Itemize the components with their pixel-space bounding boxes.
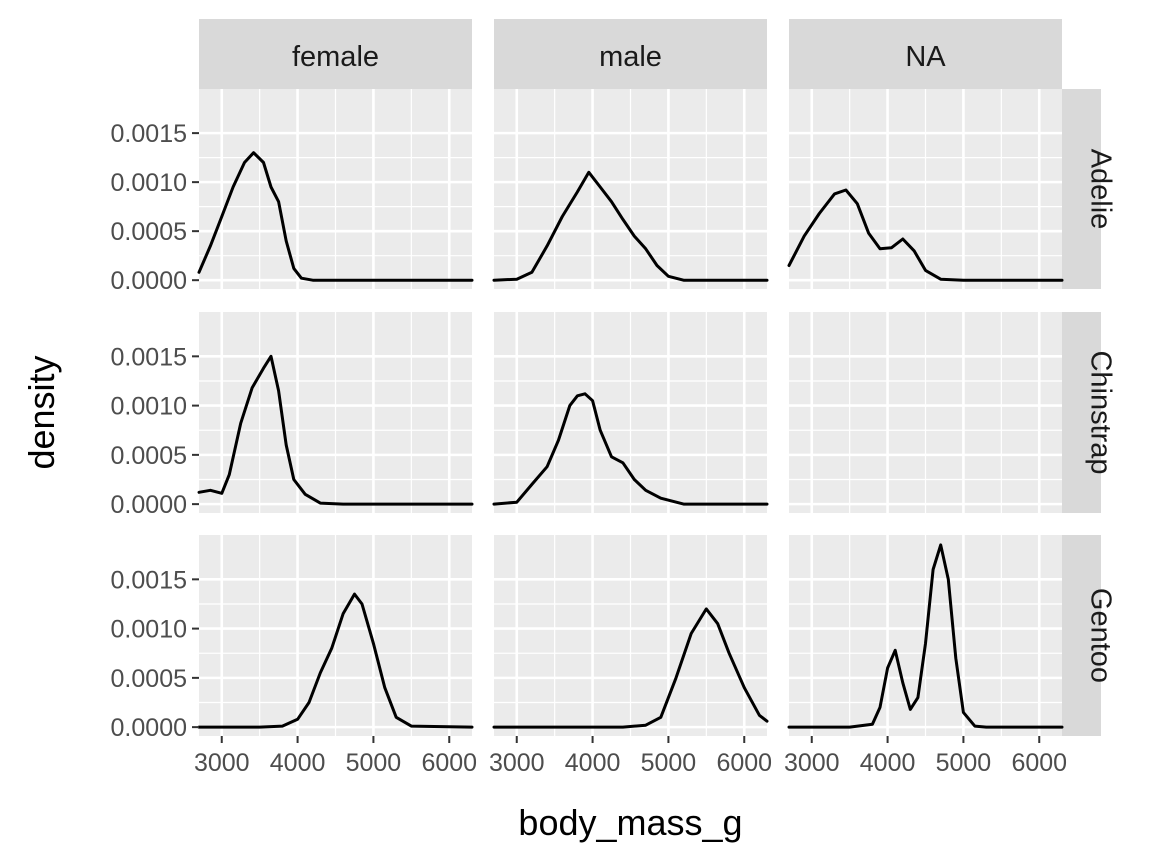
density-line: [197, 354, 474, 506]
strip-top-male: male: [494, 19, 767, 89]
y-tick-label: 0.0005: [111, 665, 187, 693]
x-axis-male: 3000 4000 5000 6000: [489, 736, 772, 777]
panel-female-chinstrap: [197, 312, 474, 513]
panel-na-chinstrap: [789, 312, 1062, 513]
y-tick-label: 0.0015: [111, 566, 187, 594]
strip-right-chinstrap: Chinstrap: [1062, 312, 1117, 513]
y-tick-label: 0.0015: [111, 343, 187, 371]
y-tick-label: 0.0010: [111, 169, 187, 197]
y-axis-gentoo: 0.0000 0.0005 0.0010 0.0015: [111, 566, 199, 742]
x-tick-label: 4000: [860, 749, 916, 777]
density-line: [787, 188, 1064, 282]
y-tick-label: 0.0015: [111, 120, 187, 148]
x-tick-label: 6000: [1011, 749, 1067, 777]
x-tick-label: 3000: [194, 749, 250, 777]
panel-na-adelie: [787, 89, 1064, 289]
x-axis-title: body_mass_g: [518, 802, 742, 843]
strip-label: female: [292, 41, 379, 73]
y-tick-label: 0.0000: [111, 267, 187, 295]
strip-top-female: female: [199, 19, 472, 89]
strip-background: [1062, 89, 1101, 289]
x-tick-label: 4000: [565, 749, 621, 777]
density-line: [492, 607, 769, 729]
x-tick-label: 3000: [784, 749, 840, 777]
y-tick-label: 0.0005: [111, 218, 187, 246]
panel-male-chinstrap: [492, 312, 769, 513]
x-axis-female: 3000 4000 5000 6000: [194, 736, 477, 777]
density-line: [787, 543, 1064, 729]
strip-background: [1062, 535, 1101, 736]
strip-label: NA: [905, 41, 946, 73]
y-axis-title: density: [21, 355, 62, 469]
density-line: [492, 392, 769, 506]
x-tick-label: 6000: [716, 749, 772, 777]
y-tick-label: 0.0000: [111, 714, 187, 742]
density-line: [197, 592, 474, 729]
panel-na-gentoo: [787, 535, 1064, 736]
strip-label: Chinstrap: [1085, 350, 1117, 474]
y-tick-label: 0.0010: [111, 616, 187, 644]
x-tick-label: 5000: [346, 749, 402, 777]
y-tick-label: 0.0000: [111, 491, 187, 519]
panel-male-adelie: [492, 89, 769, 289]
density-line: [197, 151, 474, 282]
density-line: [492, 170, 769, 282]
x-tick-label: 6000: [421, 749, 477, 777]
strip-background: [199, 19, 472, 89]
panel-female-gentoo: [197, 535, 474, 736]
x-tick-label: 4000: [270, 749, 326, 777]
x-tick-label: 5000: [936, 749, 992, 777]
strip-background: [494, 19, 767, 89]
x-tick-label: 3000: [489, 749, 545, 777]
panel-male-gentoo: [492, 535, 769, 736]
y-axis-adelie: 0.0000 0.0005 0.0010 0.0015: [111, 120, 199, 295]
strip-background: [1062, 312, 1101, 513]
x-axis-na: 3000 4000 5000 6000: [784, 736, 1067, 777]
y-tick-label: 0.0005: [111, 442, 187, 470]
strip-top-na: NA: [789, 19, 1062, 89]
strip-right-gentoo: Gentoo: [1062, 535, 1117, 736]
strip-label: male: [599, 41, 662, 73]
strip-background: [789, 19, 1062, 89]
strip-right-adelie: Adelie: [1062, 89, 1117, 289]
y-axis-chinstrap: 0.0000 0.0005 0.0010 0.0015: [111, 343, 199, 519]
strip-label: Gentoo: [1085, 588, 1117, 683]
y-tick-label: 0.0010: [111, 393, 187, 421]
x-tick-label: 5000: [641, 749, 697, 777]
strip-label: Adelie: [1085, 149, 1117, 230]
panel-female-adelie: [197, 89, 474, 289]
